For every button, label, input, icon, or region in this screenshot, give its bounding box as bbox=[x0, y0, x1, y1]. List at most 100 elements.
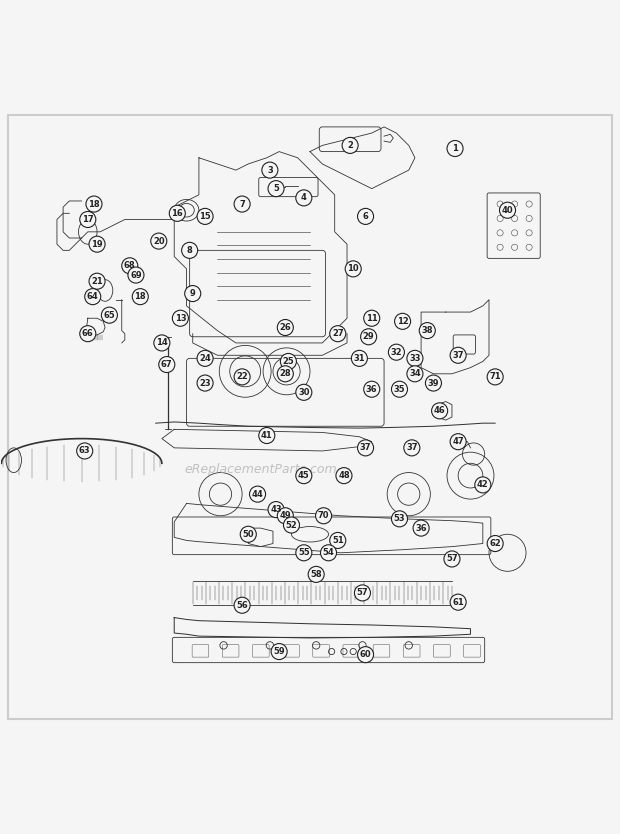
Text: 21: 21 bbox=[91, 277, 103, 286]
Text: 26: 26 bbox=[280, 323, 291, 332]
Text: 6: 6 bbox=[363, 212, 368, 221]
Circle shape bbox=[308, 566, 324, 582]
Circle shape bbox=[185, 285, 201, 302]
Circle shape bbox=[234, 369, 250, 385]
Text: 63: 63 bbox=[79, 446, 91, 455]
Text: 70: 70 bbox=[318, 511, 329, 520]
Circle shape bbox=[419, 323, 435, 339]
Circle shape bbox=[358, 208, 374, 224]
Circle shape bbox=[80, 212, 96, 228]
Text: 14: 14 bbox=[156, 339, 168, 348]
Text: 46: 46 bbox=[434, 406, 446, 415]
Circle shape bbox=[352, 350, 368, 366]
Circle shape bbox=[391, 381, 407, 397]
Text: 41: 41 bbox=[261, 431, 273, 440]
Circle shape bbox=[89, 236, 105, 252]
Circle shape bbox=[450, 594, 466, 610]
Circle shape bbox=[361, 329, 377, 344]
Text: 39: 39 bbox=[428, 379, 439, 388]
Circle shape bbox=[234, 196, 250, 212]
Text: 38: 38 bbox=[422, 326, 433, 335]
Text: 22: 22 bbox=[236, 372, 248, 381]
Text: 37: 37 bbox=[406, 444, 418, 452]
Text: 49: 49 bbox=[280, 511, 291, 520]
Text: 53: 53 bbox=[394, 515, 405, 524]
Text: 2: 2 bbox=[347, 141, 353, 150]
Circle shape bbox=[262, 162, 278, 178]
Circle shape bbox=[321, 545, 337, 560]
Text: 13: 13 bbox=[175, 314, 186, 323]
Text: 17: 17 bbox=[82, 215, 94, 224]
Text: eReplacementParts.com: eReplacementParts.com bbox=[184, 463, 337, 476]
Text: 33: 33 bbox=[409, 354, 421, 363]
Text: 34: 34 bbox=[409, 369, 421, 379]
Text: 12: 12 bbox=[397, 317, 409, 326]
Circle shape bbox=[444, 551, 460, 567]
Circle shape bbox=[388, 344, 404, 360]
Circle shape bbox=[172, 310, 188, 326]
Circle shape bbox=[413, 520, 429, 536]
Circle shape bbox=[500, 202, 516, 219]
Text: 67: 67 bbox=[161, 360, 172, 369]
Circle shape bbox=[271, 644, 287, 660]
Circle shape bbox=[77, 443, 93, 459]
Circle shape bbox=[487, 369, 503, 385]
Text: 5: 5 bbox=[273, 184, 279, 193]
Circle shape bbox=[277, 319, 293, 335]
Circle shape bbox=[404, 440, 420, 456]
Circle shape bbox=[330, 532, 346, 549]
Circle shape bbox=[132, 289, 148, 304]
Text: 35: 35 bbox=[394, 384, 405, 394]
Text: 57: 57 bbox=[356, 589, 368, 597]
Circle shape bbox=[296, 384, 312, 400]
Text: 64: 64 bbox=[87, 292, 99, 301]
Text: 48: 48 bbox=[338, 471, 350, 480]
Circle shape bbox=[475, 477, 491, 493]
Circle shape bbox=[358, 646, 374, 663]
Circle shape bbox=[182, 243, 198, 259]
Circle shape bbox=[249, 486, 265, 502]
Circle shape bbox=[447, 140, 463, 157]
Circle shape bbox=[280, 354, 296, 369]
Text: 31: 31 bbox=[353, 354, 365, 363]
Circle shape bbox=[336, 468, 352, 484]
Text: 69: 69 bbox=[130, 270, 142, 279]
Text: 16: 16 bbox=[171, 208, 183, 218]
Circle shape bbox=[345, 261, 361, 277]
Text: 37: 37 bbox=[453, 351, 464, 359]
Text: 11: 11 bbox=[366, 314, 378, 323]
Circle shape bbox=[159, 356, 175, 373]
Circle shape bbox=[407, 366, 423, 382]
Text: 40: 40 bbox=[502, 206, 513, 214]
Text: 68: 68 bbox=[124, 261, 136, 270]
Circle shape bbox=[407, 350, 423, 366]
Circle shape bbox=[450, 434, 466, 450]
Circle shape bbox=[86, 196, 102, 212]
Text: 32: 32 bbox=[391, 348, 402, 357]
Circle shape bbox=[197, 350, 213, 366]
Circle shape bbox=[425, 375, 441, 391]
Circle shape bbox=[197, 375, 213, 391]
Text: 52: 52 bbox=[286, 520, 298, 530]
Text: 44: 44 bbox=[252, 490, 264, 499]
Text: 25: 25 bbox=[283, 357, 294, 366]
Circle shape bbox=[151, 233, 167, 249]
Text: 59: 59 bbox=[273, 647, 285, 656]
Text: 51: 51 bbox=[332, 536, 343, 545]
Text: 57: 57 bbox=[446, 555, 458, 564]
Text: 27: 27 bbox=[332, 329, 343, 338]
Text: 23: 23 bbox=[199, 379, 211, 388]
Text: 65: 65 bbox=[104, 310, 115, 319]
Circle shape bbox=[80, 325, 96, 342]
Text: 7: 7 bbox=[239, 199, 245, 208]
Text: 18: 18 bbox=[135, 292, 146, 301]
Circle shape bbox=[391, 510, 407, 527]
Circle shape bbox=[283, 517, 299, 533]
Circle shape bbox=[277, 508, 293, 524]
Text: 36: 36 bbox=[366, 384, 378, 394]
Text: 61: 61 bbox=[452, 598, 464, 606]
Text: 15: 15 bbox=[199, 212, 211, 221]
Text: 9: 9 bbox=[190, 289, 195, 298]
Text: 43: 43 bbox=[270, 505, 282, 514]
Circle shape bbox=[358, 440, 374, 456]
